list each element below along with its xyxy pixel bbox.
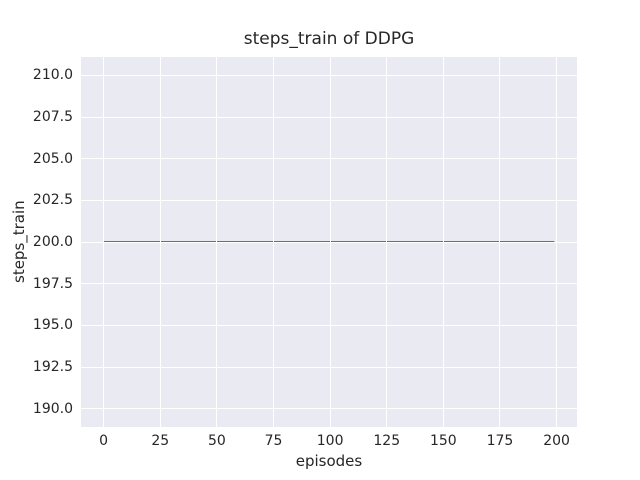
y-tick-label: 197.5 [32,275,73,292]
x-tick-label: 0 [99,433,109,449]
gridline-horizontal [81,283,577,285]
x-axis-label: episodes [295,452,363,470]
plot-area [81,57,577,427]
gridline-horizontal [81,74,577,76]
gridline-horizontal [81,116,577,118]
gridline-horizontal [81,158,577,160]
gridline-horizontal [81,408,577,410]
y-tick-label: 192.5 [32,359,73,375]
x-tick-label: 200 [543,433,570,449]
x-tick-label: 175 [486,433,514,449]
gridline-horizontal [81,324,577,326]
gridline-horizontal [81,366,577,368]
chart-title: steps_train of DDPG [243,29,415,49]
x-tick-label: 75 [264,433,283,449]
gridline-horizontal [81,241,577,243]
y-tick-label: 195.0 [32,317,73,334]
x-tick-label: 125 [373,433,401,449]
y-tick-label: 202.5 [32,192,73,209]
y-tick-label: 207.5 [32,109,73,125]
y-tick-label: 210.0 [32,67,73,84]
y-axis-label: steps_train [10,200,28,284]
y-tick-label: 205.0 [32,150,73,167]
x-tick-label: 50 [207,433,226,449]
x-tick-label: 25 [151,433,170,449]
x-tick-label: 150 [429,433,457,449]
gridline-horizontal [81,199,577,201]
y-tick-label: 200.0 [32,234,73,250]
y-tick-label: 190.0 [32,400,73,417]
x-tick-label: 100 [316,433,344,449]
